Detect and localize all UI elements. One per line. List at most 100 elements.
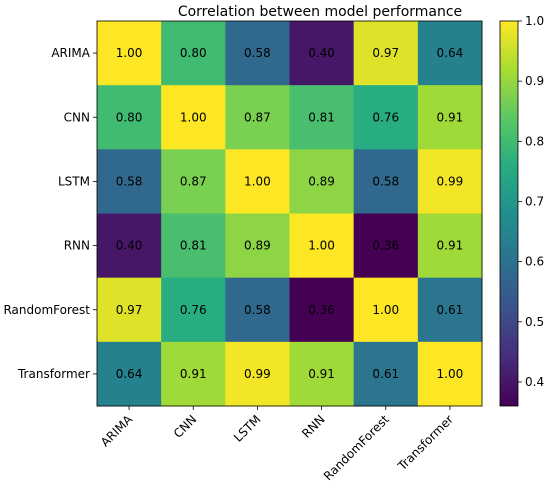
x-tick-label: LSTM (231, 412, 264, 445)
y-tick-label: RNN (64, 239, 90, 253)
heatmap-cell (289, 149, 355, 214)
x-tick-label: RNN (299, 412, 327, 440)
heatmap-cell (417, 21, 483, 86)
cell-value-label: 0.89 (308, 174, 335, 188)
heatmap-cell (353, 213, 419, 279)
cell-value-label: 0.80 (180, 46, 207, 60)
cell-value-label: 0.58 (372, 174, 399, 188)
heatmap-cell (161, 213, 226, 279)
cell-value-label: 0.36 (308, 303, 335, 317)
heatmap-cell (161, 341, 226, 407)
x-tick-label: RandomForest (321, 412, 392, 483)
y-axis-ticks: ARIMA CNN LSTM RNN RandomForest Transformer (3, 46, 97, 381)
colorbar-tick-label: 0.7 (525, 194, 544, 208)
cell-value-label: 0.99 (437, 174, 464, 188)
heatmap-cell (97, 341, 162, 407)
cell-value-label: 0.91 (180, 367, 207, 381)
cell-value-label: 0.61 (372, 367, 399, 381)
heatmap-cell (225, 213, 290, 279)
cell-value-label: 0.89 (244, 239, 271, 253)
cell-value-label: 0.99 (244, 367, 271, 381)
colorbar-tick-label: 1.0 (525, 14, 544, 28)
cell-value-label: 0.36 (372, 239, 399, 253)
cell-value-label: 1.00 (308, 239, 335, 253)
heatmap-cell (225, 341, 290, 407)
colorbar: 0.4 0.5 0.6 0.7 0.8 0.9 1.0 (499, 14, 544, 407)
heatmap-cell (225, 85, 290, 150)
cell-value-label: 0.58 (244, 46, 271, 60)
plot-frame (96, 20, 483, 407)
x-tick-label: Transformer (395, 412, 457, 474)
x-tick-label: CNN (171, 412, 200, 441)
heatmap-cell (97, 85, 162, 150)
y-tick-label: ARIMA (51, 46, 90, 60)
cell-value-label: 0.80 (116, 110, 143, 124)
heatmap-cell (417, 213, 483, 279)
heatmap-cell (353, 85, 419, 150)
cell-value-label: 0.87 (180, 174, 207, 188)
cell-value-label: 1.00 (116, 46, 143, 60)
cell-value-label: 0.40 (116, 239, 143, 253)
cell-value-label: 0.64 (116, 367, 143, 381)
heatmap-cell (97, 213, 162, 279)
cell-value-label: 0.91 (437, 239, 464, 253)
cell-value-label: 0.97 (372, 46, 399, 60)
y-tick-label: RandomForest (3, 303, 90, 317)
cell-value-label: 1.00 (372, 303, 399, 317)
heatmap-cell (161, 85, 226, 150)
heatmap-cell (161, 277, 226, 343)
cell-value-label: 0.97 (116, 303, 143, 317)
heatmap-cell (353, 21, 419, 86)
heatmap-cell (289, 277, 355, 343)
cell-value-label: 1.00 (180, 110, 207, 124)
cell-value-label: 1.00 (244, 174, 271, 188)
heatmap-cell (289, 213, 355, 279)
cell-value-label: 0.58 (244, 303, 271, 317)
colorbar-gradient (500, 21, 518, 406)
heatmap-cell (225, 21, 290, 86)
colorbar-frame (499, 20, 519, 407)
heatmap-cell (353, 341, 419, 407)
cell-value-label: 0.81 (180, 239, 207, 253)
heatmap-cell (289, 85, 355, 150)
heatmap-cell (161, 149, 226, 214)
heatmap-cell (353, 277, 419, 343)
colorbar-tick-label: 0.6 (525, 255, 544, 269)
heatmap-cell (417, 341, 483, 407)
chart-title: Correlation between model performance (178, 4, 462, 20)
cell-value-label: 0.58 (116, 174, 143, 188)
cell-value-label: 0.61 (437, 303, 464, 317)
heatmap-cells: 1.00 0.80 0.58 0.40 0.97 0.64 0.80 1.00 0.87 0.81… (97, 21, 483, 407)
x-tick-label: ARIMA (98, 412, 136, 450)
heatmap-cell (97, 149, 162, 214)
heatmap-cell (417, 85, 483, 150)
cell-value-label: 0.76 (180, 303, 207, 317)
cell-value-label: 0.40 (308, 46, 335, 60)
heatmap-cell (97, 21, 162, 86)
y-tick-label: CNN (64, 110, 90, 124)
heatmap-cell (417, 149, 483, 214)
colorbar-ticks: 0.4 0.5 0.6 0.7 0.8 0.9 1.0 (518, 14, 544, 389)
cell-value-label: 0.64 (437, 46, 464, 60)
cell-value-label: 0.76 (372, 110, 399, 124)
cell-value-label: 0.87 (244, 110, 271, 124)
y-tick-label: Transformer (17, 367, 90, 381)
colorbar-tick-label: 0.8 (525, 134, 544, 148)
heatmap-cell (353, 149, 419, 214)
y-tick-label: LSTM (58, 174, 90, 188)
heatmap-cell (289, 341, 355, 407)
colorbar-tick-label: 0.9 (525, 74, 544, 88)
heatmap-cell (225, 277, 290, 343)
cell-value-label: 0.91 (437, 110, 464, 124)
colorbar-tick-label: 0.5 (525, 315, 544, 329)
colorbar-tick-label: 0.4 (525, 375, 544, 389)
heatmap-cell (417, 277, 483, 343)
cell-value-label: 1.00 (437, 367, 464, 381)
cell-value-label: 0.81 (308, 110, 335, 124)
heatmap-cell (161, 21, 226, 86)
cell-value-label: 0.91 (308, 367, 335, 381)
heatmap-cell (289, 21, 355, 86)
heatmap-cell (225, 149, 290, 214)
